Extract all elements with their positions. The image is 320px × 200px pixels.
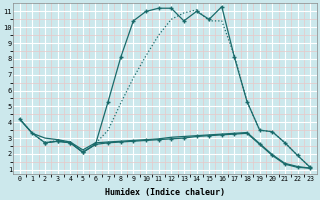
X-axis label: Humidex (Indice chaleur): Humidex (Indice chaleur) bbox=[105, 188, 225, 197]
